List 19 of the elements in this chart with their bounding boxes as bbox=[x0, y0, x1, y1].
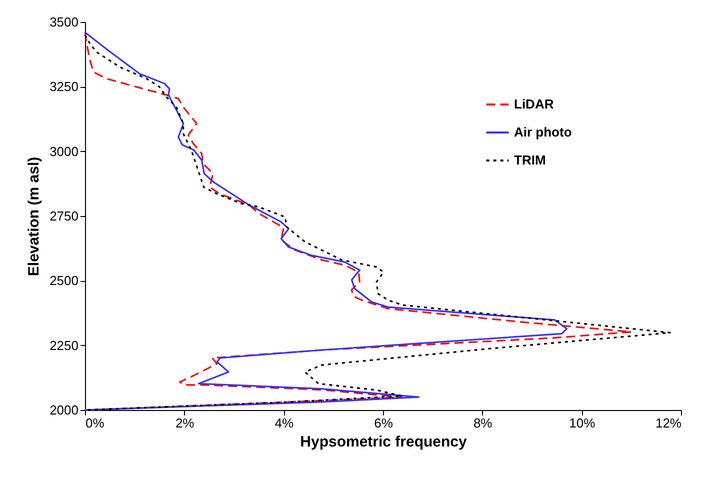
x-axis-title: Hypsometric frequency bbox=[300, 434, 468, 450]
y-tick-label: 2750 bbox=[50, 208, 78, 224]
y-tick-label: 2500 bbox=[50, 273, 78, 288]
x-tick-label: 10% bbox=[569, 416, 596, 430]
x-tick-label: 2% bbox=[175, 416, 195, 430]
legend-label: LiDAR bbox=[514, 96, 554, 112]
y-tick-label: 2000 bbox=[50, 402, 78, 418]
x-tick-label: 8% bbox=[473, 416, 493, 430]
legend-label: Air photo bbox=[514, 124, 572, 140]
x-tick-label: 4% bbox=[274, 416, 294, 430]
x-tick-label: 12% bbox=[655, 416, 682, 430]
y-tick-label: 2250 bbox=[50, 338, 78, 353]
legend-label: TRIM bbox=[514, 152, 546, 168]
x-tick-label: 6% bbox=[374, 416, 394, 430]
y-tick-label: 3500 bbox=[50, 14, 78, 30]
y-tick-label: 3000 bbox=[50, 144, 78, 159]
x-tick-label: 0% bbox=[86, 416, 105, 430]
y-axis-title: Elevation (m asl) bbox=[26, 156, 43, 276]
y-tick-label: 3250 bbox=[50, 79, 78, 94]
